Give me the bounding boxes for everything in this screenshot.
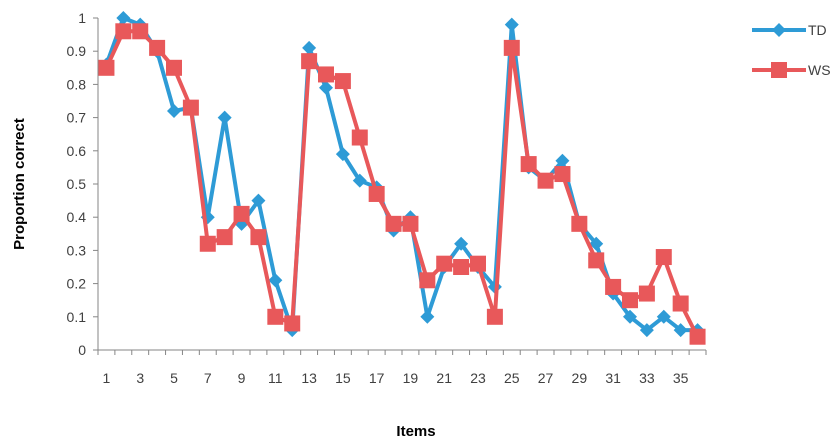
data-point-ws <box>672 295 689 312</box>
x-tick-label: 3 <box>136 370 144 386</box>
series-layer <box>98 11 706 345</box>
x-tick-label: 7 <box>204 370 212 386</box>
x-tick-label: 21 <box>436 370 452 386</box>
x-tick-label: 29 <box>572 370 588 386</box>
y-tick-label: 0.5 <box>67 176 87 192</box>
data-point-ws <box>537 172 554 189</box>
data-point-ws <box>216 229 233 246</box>
data-point-ws <box>182 99 199 116</box>
x-tick-label: 35 <box>673 370 689 386</box>
data-point-ws <box>368 185 385 202</box>
data-point-ws <box>385 215 402 232</box>
x-tick-label: 13 <box>301 370 317 386</box>
data-point-td <box>673 323 688 338</box>
data-point-ws <box>453 259 470 275</box>
data-point-td <box>167 103 181 118</box>
y-tick-label: 0.2 <box>67 276 87 292</box>
data-point-td <box>352 173 367 188</box>
x-tick-label: 15 <box>335 370 351 386</box>
x-axis-title: Items <box>396 423 435 440</box>
data-point-ws <box>166 59 182 76</box>
data-point-ws <box>318 66 334 83</box>
x-tick-label: 5 <box>170 370 178 386</box>
x-tick-label: 31 <box>605 370 621 386</box>
data-point-td <box>454 236 469 251</box>
legend-entry-td: TD <box>752 22 827 38</box>
y-tick-label: 0.7 <box>67 110 87 126</box>
data-point-ws <box>132 23 149 40</box>
y-axis-title: Proportion correct <box>11 118 28 250</box>
data-point-ws <box>622 292 638 309</box>
data-point-td <box>639 323 654 338</box>
data-point-ws <box>402 215 419 232</box>
x-tick-label: 25 <box>504 370 520 386</box>
data-point-td <box>555 153 570 168</box>
data-point-td <box>420 309 435 324</box>
legend-entry-ws: WS <box>752 62 831 78</box>
data-point-td <box>589 236 604 251</box>
x-tick-label: 1 <box>103 370 111 386</box>
x-tick-label: 11 <box>268 370 283 386</box>
y-tick-label: 0 <box>78 342 86 358</box>
data-point-ws <box>419 272 436 289</box>
data-point-ws <box>98 59 115 76</box>
data-point-ws <box>250 229 267 246</box>
data-point-ws <box>655 249 672 266</box>
data-point-ws <box>638 285 655 302</box>
data-point-td <box>251 193 266 208</box>
y-tick-labels: 0 0.1 0.2 0.3 0.4 0.5 0.6 0.7 0.8 0.9 1 <box>67 10 87 358</box>
data-point-ws <box>605 278 622 295</box>
legend-label-ws: WS <box>808 62 831 78</box>
y-tick-label: 0.8 <box>67 76 87 92</box>
y-tick-label: 1 <box>78 10 86 26</box>
data-point-td <box>217 110 232 125</box>
data-point-ws <box>351 129 368 146</box>
data-point-td <box>319 80 333 95</box>
data-point-td <box>268 273 283 288</box>
data-point-ws <box>554 166 571 183</box>
x-tick-label: 23 <box>470 370 486 386</box>
data-point-ws <box>486 308 503 325</box>
data-point-td <box>504 17 519 32</box>
y-tick-label: 0.1 <box>67 309 87 325</box>
x-tick-label: 9 <box>238 370 246 386</box>
x-tick-label: 33 <box>639 370 655 386</box>
y-tick-label: 0.6 <box>67 143 87 159</box>
data-point-td <box>302 40 317 55</box>
series-ws <box>98 23 706 345</box>
data-point-td <box>335 147 350 162</box>
data-point-ws <box>301 53 318 70</box>
x-tick-label: 19 <box>403 370 419 386</box>
axes <box>93 17 707 355</box>
y-tick-label: 0.9 <box>67 43 87 59</box>
data-point-ws <box>149 39 166 56</box>
data-point-ws <box>520 156 537 173</box>
data-point-ws <box>571 215 588 232</box>
data-point-ws <box>503 39 520 56</box>
data-point-ws <box>233 205 250 222</box>
legend: TD WS <box>752 22 831 78</box>
legend-marker-td <box>772 23 786 37</box>
legend-marker-ws <box>771 62 787 78</box>
data-point-ws <box>588 252 605 269</box>
data-point-ws <box>689 328 706 345</box>
x-tick-labels: 1 3 5 7 9 11 13 15 17 19 21 23 25 27 29 31 33 35 <box>103 370 689 386</box>
legend-label-td: TD <box>808 22 827 38</box>
y-tick-label: 0.3 <box>67 242 87 258</box>
data-point-ws <box>199 235 216 252</box>
data-point-ws <box>436 255 453 272</box>
data-point-ws <box>470 255 486 272</box>
data-point-ws <box>284 315 301 332</box>
y-tick-label: 0.4 <box>67 209 87 225</box>
data-point-td <box>116 11 131 25</box>
data-point-ws <box>334 73 351 90</box>
data-point-ws <box>115 23 132 40</box>
data-point-td <box>623 309 637 324</box>
data-point-td <box>656 309 671 324</box>
x-tick-label: 17 <box>369 370 385 386</box>
x-tick-label: 27 <box>538 370 554 386</box>
data-point-ws <box>267 308 284 325</box>
